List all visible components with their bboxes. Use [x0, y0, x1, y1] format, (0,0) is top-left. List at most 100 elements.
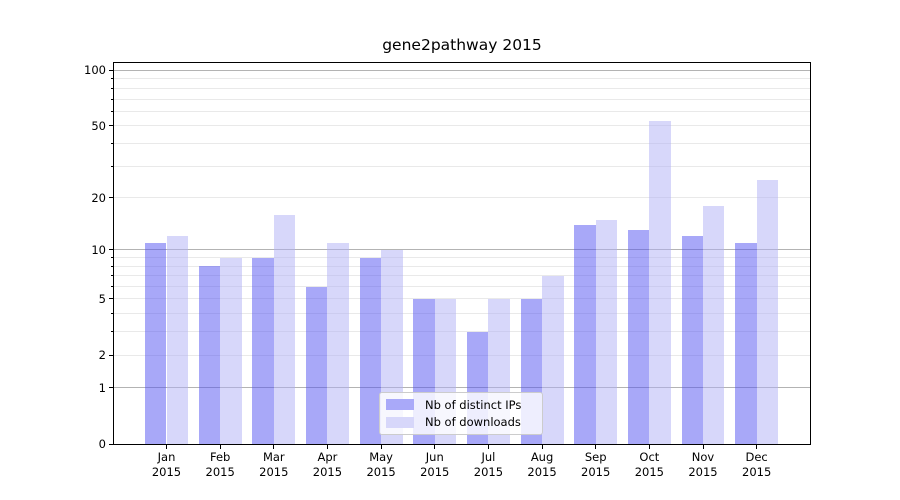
x-tick-sep-2015: [595, 445, 597, 449]
x-label-line1: Oct: [639, 450, 660, 464]
x-tick-feb-2015: [219, 445, 221, 449]
gridline-minor-4: [114, 313, 810, 315]
x-tick-oct-2015: [648, 445, 650, 449]
x-label-aug-2015: Aug 2015: [512, 450, 572, 480]
y-tick-label-100: 100: [84, 63, 106, 78]
legend-label-downloads: Nb of downloads: [425, 415, 521, 430]
y-tick-50: [109, 125, 113, 127]
y-tick-label-20: 20: [91, 190, 106, 205]
x-tick-may-2015: [380, 445, 382, 449]
y-minor-tick-30: [110, 165, 113, 167]
gridline-major-10: [114, 249, 810, 251]
y-minor-tick-7: [110, 275, 113, 277]
y-tick-label-2: 2: [98, 348, 106, 363]
gridline-minor-9: [114, 257, 810, 259]
bar-nb-of-downloads-mar-2015: [273, 214, 296, 444]
x-label-jan-2015: Jan 2015: [137, 450, 197, 480]
x-label-line1: Aug: [530, 450, 554, 464]
x-label-line1: Jun: [425, 450, 444, 464]
y-minor-tick-60: [110, 110, 113, 112]
x-label-jun-2015: Jun 2015: [405, 450, 465, 480]
x-label-feb-2015: Feb 2015: [190, 450, 250, 480]
y-tick-5: [109, 298, 113, 300]
x-label-oct-2015: Oct 2015: [619, 450, 679, 480]
y-minor-tick-6: [110, 286, 113, 288]
x-label-line1: Apr: [317, 450, 338, 464]
bar-nb-of-downloads-jan-2015: [166, 236, 188, 444]
bar-nb-of-downloads-dec-2015: [756, 180, 779, 444]
bar-nb-of-distinct-ips-mar-2015: [252, 257, 274, 444]
x-label-line2: 2015: [420, 465, 450, 479]
x-label-line1: Sep: [584, 450, 607, 464]
legend-item-downloads: Nb of downloads: [386, 415, 536, 429]
x-label-line2: 2015: [151, 465, 182, 479]
gridline-minor-7: [114, 275, 810, 277]
y-minor-tick-3: [110, 331, 113, 333]
chart-title: gene2pathway 2015: [382, 36, 542, 54]
y-tick-label-5: 5: [98, 291, 106, 306]
x-tick-jul-2015: [487, 445, 489, 449]
y-minor-tick-70: [110, 98, 113, 100]
y-minor-tick-9: [110, 257, 113, 259]
x-label-line2: 2015: [742, 465, 772, 479]
bar-nb-of-distinct-ips-apr-2015: [305, 286, 328, 444]
x-label-line2: 2015: [634, 465, 664, 479]
x-tick-apr-2015: [326, 445, 328, 449]
bar-nb-of-distinct-ips-sep-2015: [574, 224, 596, 444]
bar-nb-of-downloads-nov-2015: [703, 205, 725, 444]
legend-swatch-downloads-icon: [386, 416, 414, 428]
x-tick-jan-2015: [166, 445, 167, 449]
gridline-minor-5: [114, 298, 810, 300]
x-label-jul-2015: Jul 2015: [458, 450, 518, 480]
bar-nb-of-distinct-ips-dec-2015: [735, 242, 757, 444]
gridline-minor-50: [114, 125, 810, 127]
y-tick-10: [109, 249, 113, 251]
y-tick-20: [109, 197, 113, 199]
y-minor-tick-4: [110, 313, 113, 315]
bar-nb-of-distinct-ips-oct-2015: [627, 230, 650, 444]
gridline-major-100: [114, 69, 810, 71]
y-tick-100: [109, 69, 113, 71]
bar-nb-of-downloads-apr-2015: [327, 242, 349, 444]
y-tick-1: [109, 387, 113, 389]
x-tick-aug-2015: [541, 445, 543, 449]
gridline-minor-90: [114, 78, 810, 80]
x-label-line1: May: [369, 450, 393, 464]
gridline-minor-30: [114, 165, 810, 167]
x-tick-jun-2015: [434, 445, 436, 449]
gridline-minor-3: [114, 331, 810, 333]
legend-label-distinct-ips: Nb of distinct IPs: [425, 397, 522, 412]
x-label-mar-2015: Mar 2015: [244, 450, 304, 480]
bar-nb-of-distinct-ips-nov-2015: [681, 236, 703, 444]
x-label-nov-2015: Nov 2015: [673, 450, 733, 480]
y-minor-tick-90: [110, 78, 113, 80]
y-tick-label-1: 1: [98, 380, 106, 395]
x-label-line2: 2015: [312, 465, 343, 479]
bar-nb-of-downloads-aug-2015: [542, 275, 564, 444]
gridline-minor-80: [114, 87, 810, 89]
gridline-minor-8: [114, 265, 810, 267]
legend-item-distinct-ips: Nb of distinct IPs: [386, 398, 536, 412]
x-label-dec-2015: Dec 2015: [727, 450, 787, 480]
bar-nb-of-downloads-feb-2015: [220, 257, 242, 444]
legend: Nb of distinct IPs Nb of downloads: [379, 392, 543, 435]
bar-nb-of-distinct-ips-jan-2015: [145, 242, 167, 444]
bar-nb-of-distinct-ips-feb-2015: [198, 266, 221, 444]
bar-nb-of-distinct-ips-may-2015: [359, 257, 382, 444]
bar-nb-of-downloads-sep-2015: [595, 219, 618, 444]
x-label-sep-2015: Sep 2015: [566, 450, 626, 480]
x-label-line1: Mar: [262, 450, 285, 464]
x-label-line1: Nov: [691, 450, 715, 464]
gridline-minor-70: [114, 98, 810, 100]
x-tick-nov-2015: [702, 445, 704, 449]
x-tick-mar-2015: [273, 445, 275, 449]
gridline-minor-40: [114, 142, 810, 144]
x-label-line2: 2015: [473, 465, 504, 479]
y-tick-label-10: 10: [91, 242, 106, 257]
gridline-minor-6: [114, 286, 810, 288]
bar-nb-of-downloads-oct-2015: [649, 121, 671, 444]
x-label-line1: Jan: [157, 450, 176, 464]
x-label-line2: 2015: [581, 465, 611, 479]
x-label-line1: Dec: [745, 450, 768, 464]
